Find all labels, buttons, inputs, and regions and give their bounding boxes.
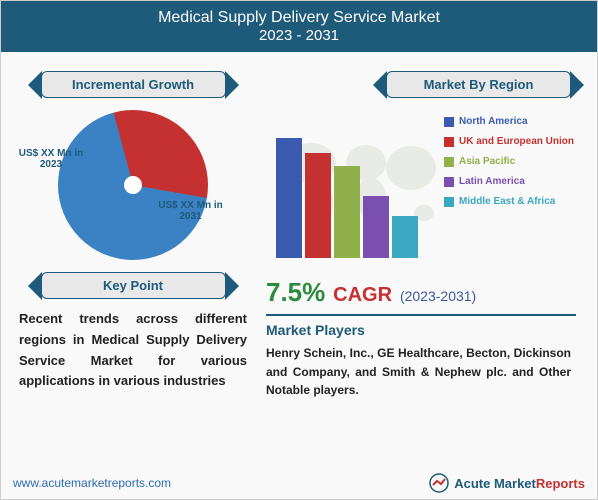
key-point-ribbon: Key Point xyxy=(41,272,226,299)
region-bar xyxy=(305,153,331,258)
legend-label: Latin America xyxy=(459,176,525,187)
legend-item: Middle East & Africa xyxy=(444,196,574,207)
logo-text: Acute MarketReports xyxy=(454,476,585,491)
logo-icon xyxy=(429,473,449,493)
key-point-text: Recent trends across different regions i… xyxy=(13,309,253,392)
pie-graphic xyxy=(58,110,208,260)
region-bar xyxy=(276,138,302,258)
region-bar xyxy=(334,166,360,258)
header: Medical Supply Delivery Service Market 2… xyxy=(1,1,597,52)
region-bar xyxy=(363,196,389,258)
legend-item: Asia Pacific xyxy=(444,156,574,167)
pie-label-2023: US$ XX Mn in 2023 xyxy=(16,148,86,170)
market-by-region-ribbon: Market By Region xyxy=(386,71,571,98)
legend-item: Latin America xyxy=(444,176,574,187)
legend-swatch xyxy=(444,197,454,207)
region-legend: North America UK and European Union Asia P… xyxy=(444,116,574,216)
cagr-line: 7.5% CAGR (2023-2031) xyxy=(266,277,586,308)
region-bar xyxy=(392,216,418,258)
cagr-percent: 7.5% xyxy=(266,277,325,307)
region-bar-chart: North America UK and European Union Asia P… xyxy=(266,108,576,273)
page-subtitle: 2023 - 2031 xyxy=(1,27,597,44)
legend-label: Middle East & Africa xyxy=(459,196,555,207)
legend-item: North America xyxy=(444,116,574,127)
page-title: Medical Supply Delivery Service Market xyxy=(1,9,597,27)
legend-swatch xyxy=(444,157,454,167)
legend-item: UK and European Union xyxy=(444,136,574,147)
market-players-text: Henry Schein, Inc., GE Healthcare, Becto… xyxy=(266,344,571,400)
divider xyxy=(266,314,576,316)
incremental-growth-ribbon: Incremental Growth xyxy=(41,71,226,98)
cagr-label: CAGR xyxy=(333,284,392,306)
legend-label: Asia Pacific xyxy=(459,156,515,167)
brand-logo: Acute MarketReports xyxy=(429,473,585,493)
pie-chart: US$ XX Mn in 2023 US$ XX Mn in 2031 xyxy=(58,110,208,260)
market-players-title: Market Players xyxy=(266,322,586,338)
legend-swatch xyxy=(444,117,454,127)
legend-label: UK and European Union xyxy=(459,136,574,147)
legend-swatch xyxy=(444,137,454,147)
cagr-range: (2023-2031) xyxy=(400,288,476,304)
legend-label: North America xyxy=(459,116,528,127)
legend-swatch xyxy=(444,177,454,187)
pie-label-2031: US$ XX Mn in 2031 xyxy=(153,200,228,222)
website-url[interactable]: www.acutemarketreports.com xyxy=(13,476,171,490)
